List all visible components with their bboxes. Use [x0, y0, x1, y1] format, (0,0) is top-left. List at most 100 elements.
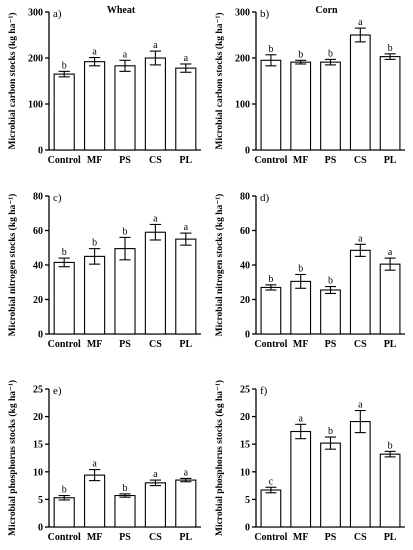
chart-panel-4: 0 20 40 60 80 b Control b MF b PS a CS a PL d) Microbial… — [214, 192, 405, 350]
y-tick-label: 60 — [240, 226, 250, 237]
x-tick-label: PL — [179, 532, 192, 543]
chart-title: Wheat — [107, 5, 136, 16]
x-tick-label: MF — [293, 339, 309, 350]
x-tick-label: PS — [325, 155, 337, 166]
bar-control — [53, 497, 75, 528]
bar-cs — [349, 421, 371, 528]
y-tick-label: 15 — [33, 440, 43, 451]
significance-letter: a — [358, 17, 363, 28]
bar-cs — [144, 57, 166, 151]
y-tick-label: 10 — [33, 467, 43, 478]
significance-letter: b — [92, 238, 97, 249]
bar-pl — [175, 238, 197, 335]
x-tick-label: Control — [254, 339, 287, 350]
bar-ps — [320, 61, 341, 151]
significance-letter: a — [153, 469, 158, 480]
significance-letter: b — [62, 60, 67, 71]
x-tick-label: PL — [179, 155, 192, 166]
y-tick-label: 0 — [38, 523, 43, 534]
x-tick-label: PS — [119, 532, 131, 543]
significance-letter: b — [123, 226, 128, 237]
bar-mf — [84, 474, 106, 528]
chart-panel-5: 0 5 10 15 20 25 b Control a MF b PS a CS a PL e) Microbia… — [7, 380, 201, 543]
x-tick-label: Control — [254, 155, 287, 166]
y-tick-label: 40 — [33, 261, 43, 272]
x-tick-label: MF — [87, 339, 103, 350]
chart-title: Corn — [315, 5, 338, 16]
x-tick-label: PS — [325, 532, 337, 543]
y-tick-label: 0 — [245, 523, 250, 534]
bar-ps — [114, 248, 136, 335]
y-axis-label: Microbial nitrogen stocks (kg ha⁻¹) — [214, 194, 225, 337]
x-tick-label: PL — [384, 155, 397, 166]
x-tick-label: PL — [179, 339, 192, 350]
y-tick-label: 200 — [28, 54, 43, 65]
x-tick-label: CS — [354, 339, 367, 350]
significance-letter: b — [62, 247, 67, 258]
significance-letter: b — [328, 276, 333, 287]
panel-label: a) — [53, 8, 62, 20]
chart-panel-2: 0 100 200 300 b Control b MF b PS a CS b PL b) Corn Micr… — [214, 5, 405, 166]
y-axis-label: Microbial phosphorus stocks (kg ha⁻¹) — [7, 380, 18, 536]
bar-control — [260, 59, 282, 151]
panel-label: e) — [53, 385, 62, 397]
significance-letter: a — [92, 459, 97, 470]
significance-letter: b — [268, 44, 273, 55]
significance-letter: b — [388, 440, 393, 451]
y-tick-label: 20 — [240, 412, 250, 423]
bar-control — [53, 261, 75, 335]
x-tick-label: PS — [119, 155, 131, 166]
y-axis-label: Microbial nitrogen stocks (kg ha⁻¹) — [7, 194, 18, 337]
bar-mf — [84, 61, 106, 151]
x-tick-label: Control — [48, 155, 81, 166]
bar-pl — [379, 453, 401, 528]
y-tick-label: 100 — [235, 100, 250, 111]
y-tick-label: 0 — [245, 330, 250, 341]
bar-mf — [290, 430, 312, 528]
significance-letter: b — [298, 49, 303, 60]
x-tick-label: MF — [87, 155, 103, 166]
significance-letter: a — [184, 222, 189, 233]
x-tick-label: CS — [149, 339, 162, 350]
y-axis-label: Microbial carbon stocks (kg ha⁻¹) — [7, 13, 18, 150]
significance-letter: c — [269, 476, 274, 487]
x-tick-label: MF — [87, 532, 103, 543]
significance-letter: b — [388, 43, 393, 54]
x-tick-label: CS — [354, 155, 367, 166]
bar-pl — [379, 56, 401, 151]
y-tick-label: 40 — [240, 261, 250, 272]
bar-pl — [379, 263, 401, 335]
x-tick-label: CS — [149, 532, 162, 543]
significance-letter: b — [328, 48, 333, 59]
x-tick-label: PS — [325, 339, 337, 350]
significance-letter: a — [298, 413, 303, 424]
y-tick-label: 300 — [235, 8, 250, 19]
bar-mf — [290, 280, 312, 335]
y-tick-label: 0 — [245, 146, 250, 157]
x-tick-label: CS — [354, 532, 367, 543]
y-axis-label: Microbial carbon stocks (kg ha⁻¹) — [214, 13, 225, 150]
bar-cs — [349, 34, 371, 151]
panel-label: b) — [260, 8, 270, 20]
y-tick-label: 0 — [38, 330, 43, 341]
significance-letter: a — [184, 467, 189, 478]
panel-label: f) — [260, 385, 268, 397]
significance-letter: a — [153, 40, 158, 51]
significance-letter: b — [268, 274, 273, 285]
y-tick-label: 80 — [33, 192, 43, 203]
panel-label: d) — [260, 192, 270, 204]
y-tick-label: 20 — [33, 412, 43, 423]
significance-letter: a — [184, 53, 189, 64]
x-tick-label: Control — [254, 532, 287, 543]
y-tick-label: 100 — [28, 100, 43, 111]
y-tick-label: 0 — [38, 146, 43, 157]
bar-ps — [114, 494, 136, 528]
significance-letter: b — [298, 263, 303, 274]
bar-control — [53, 73, 75, 151]
bar-ps — [114, 65, 136, 151]
bar-mf — [290, 61, 312, 151]
y-tick-label: 200 — [235, 54, 250, 65]
y-tick-label: 300 — [28, 8, 43, 19]
significance-letter: a — [358, 233, 363, 244]
